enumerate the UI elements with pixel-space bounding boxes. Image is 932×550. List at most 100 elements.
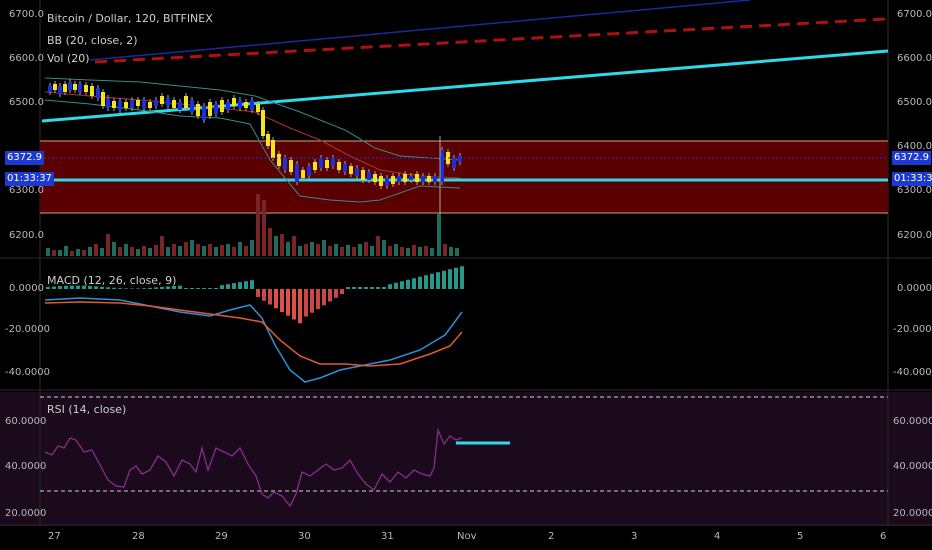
- candle-body: [178, 102, 182, 110]
- volume-bar: [412, 245, 416, 256]
- volume-bar: [58, 250, 62, 256]
- macd-histogram-bar: [406, 279, 410, 289]
- volume-bar: [292, 236, 296, 256]
- macd-histogram-bar: [238, 282, 242, 289]
- volume-bar: [280, 234, 284, 256]
- macd-histogram-bar: [412, 278, 416, 289]
- macd-histogram-bar: [214, 288, 218, 289]
- candle-body: [78, 84, 82, 92]
- volume-bar: [226, 244, 230, 256]
- volume-bar: [130, 247, 134, 256]
- rsi-line: [44, 427, 463, 508]
- volume-bar: [64, 246, 68, 256]
- macd-histogram-bar: [274, 289, 278, 309]
- volume-bar: [172, 244, 176, 256]
- volume-bar: [178, 246, 182, 256]
- macd-histogram-bar: [262, 289, 266, 301]
- price-tick-left: 6500.0: [9, 97, 44, 108]
- vol-legend[interactable]: Vol (20): [47, 52, 90, 65]
- volume-bar: [100, 248, 104, 256]
- candle-body: [112, 101, 116, 108]
- candle-body: [403, 174, 407, 182]
- last-price-tag-left: 6372.9: [5, 151, 44, 165]
- volume-bar: [52, 250, 56, 256]
- candle-body: [313, 162, 317, 170]
- last-price-tag-right: 6372.9: [892, 151, 931, 165]
- macd-histogram-bar: [196, 288, 200, 289]
- macd-histogram-bar: [202, 288, 206, 289]
- candle-body: [166, 98, 170, 106]
- candle-body: [331, 158, 335, 166]
- macd-histogram-bar: [400, 281, 404, 289]
- candle-body: [295, 164, 299, 182]
- macd-tick-right: 0.0000: [897, 283, 932, 294]
- candle-body: [190, 100, 194, 112]
- volume-bar: [220, 245, 224, 256]
- macd-histogram-bar: [460, 266, 464, 289]
- macd-histogram-bar: [310, 289, 314, 313]
- price-tick-left: 6600.0: [9, 53, 44, 64]
- candle-body: [208, 102, 212, 116]
- candle-body: [373, 174, 377, 182]
- candle-body: [106, 98, 110, 108]
- macd-histogram-bar: [100, 286, 104, 289]
- candle-body: [58, 86, 62, 94]
- time-tick: 4: [714, 531, 721, 542]
- volume-bar: [124, 244, 128, 256]
- volume-bar: [352, 247, 356, 256]
- price-tick-right: 6400.0: [897, 141, 932, 152]
- macd-histogram-bar: [358, 287, 362, 289]
- price-zone: [40, 141, 888, 213]
- volume-bar: [418, 247, 422, 256]
- macd-histogram-bar: [46, 287, 50, 289]
- time-tick: Nov: [457, 531, 477, 542]
- candle-body: [96, 88, 100, 98]
- macd-histogram-bar: [448, 269, 452, 289]
- volume-bar: [190, 240, 194, 256]
- macd-legend[interactable]: MACD (12, 26, close, 9): [47, 274, 177, 287]
- rising-trend-line: [41, 49, 889, 123]
- candle-body: [214, 104, 218, 114]
- candle-body: [220, 100, 224, 112]
- volume-bar: [244, 246, 248, 256]
- macd-histogram-bar: [178, 285, 182, 289]
- candle-body: [261, 110, 265, 136]
- volume-bar: [388, 246, 392, 256]
- candle-body: [244, 102, 248, 108]
- countdown-tag-left: 01:33:37: [5, 172, 54, 186]
- macd-histogram-bar: [268, 289, 272, 305]
- macd-histogram-bar: [442, 270, 446, 289]
- candle-body: [68, 82, 72, 90]
- macd-histogram-bar: [136, 288, 140, 289]
- bb-legend[interactable]: BB (20, close, 2): [47, 34, 138, 47]
- macd-histogram-bar: [256, 289, 260, 297]
- macd-histogram-bar: [70, 285, 74, 289]
- candle-body: [73, 84, 77, 90]
- macd-histogram-bar: [316, 289, 320, 309]
- candle-body: [202, 106, 206, 120]
- macd-histogram-bar: [376, 287, 380, 289]
- volume-bar: [136, 249, 140, 256]
- candle-body: [90, 86, 94, 96]
- volume-bar: [250, 240, 254, 256]
- candle-body: [160, 96, 164, 104]
- price-tick-left: 6300.0: [9, 185, 44, 196]
- rsi-legend[interactable]: RSI (14, close): [47, 403, 127, 416]
- macd-histogram-bar: [142, 288, 146, 289]
- volume-bar: [376, 236, 380, 256]
- rsi-tick-left: 60.0000: [5, 416, 47, 427]
- candle-body: [325, 160, 329, 168]
- symbol-legend[interactable]: Bitcoin / Dollar, 120, BITFINEX: [47, 12, 213, 25]
- volume-bar: [82, 250, 86, 256]
- candle-body: [421, 176, 425, 182]
- candle-body: [415, 174, 419, 182]
- candle-body: [266, 134, 270, 146]
- candle-body: [136, 100, 140, 106]
- candle-body: [343, 164, 347, 172]
- price-tick-right: 6700.0: [897, 9, 932, 20]
- volume-bar: [148, 248, 152, 256]
- volume-bar: [88, 247, 92, 256]
- macd-histogram-bar: [280, 289, 284, 312]
- candle-body: [349, 166, 353, 174]
